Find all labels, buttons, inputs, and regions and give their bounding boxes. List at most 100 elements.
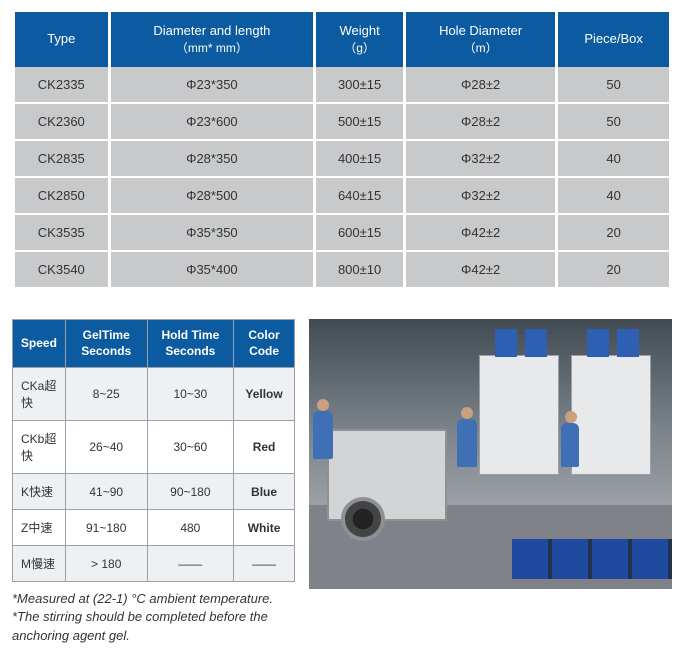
hopper-4-icon [617,329,639,357]
product-boxes-icon [512,539,672,579]
cell-hold: —— [147,546,234,582]
cell-hole: Φ42±2 [406,215,555,252]
cell-speed: K快速 [13,474,66,510]
table-row: M慢速> 180———— [13,546,295,582]
cell-type: CK3535 [15,215,108,252]
cell-pcs: 20 [558,215,669,252]
cell-weight: 600±15 [316,215,403,252]
packing-machine-2-icon [571,355,651,475]
cell-code: Yellow [234,368,295,421]
cell-hole: Φ28±2 [406,67,555,104]
table-row: CK3535Φ35*350600±15Φ42±220 [15,215,669,252]
cell-type: CK2335 [15,67,108,104]
cell-speed: Z中速 [13,510,66,546]
col-type: Type [15,12,108,67]
speed-header-row: Speed GelTime Seconds Hold Time Seconds … [13,319,295,367]
cell-type: CK2835 [15,141,108,178]
cell-gel: 91~180 [65,510,147,546]
cell-weight: 500±15 [316,104,403,141]
bottom-section: Speed GelTime Seconds Hold Time Seconds … [12,319,672,645]
col-label: Weight [339,23,379,38]
col-speed: Speed [13,319,66,367]
cell-pcs: 50 [558,67,669,104]
cell-pcs: 50 [558,104,669,141]
cell-dim: Φ28*350 [111,141,314,178]
cell-hole: Φ28±2 [406,104,555,141]
cell-dim: Φ23*350 [111,67,314,104]
table-row: CK2335Φ23*350300±15Φ28±250 [15,67,669,104]
factory-photo [309,319,672,589]
table-row: CK3540Φ35*400800±10Φ42±220 [15,252,669,289]
col-label: Hole Diameter [439,23,522,38]
cell-gel: 26~40 [65,421,147,474]
cell-pcs: 20 [558,252,669,289]
col-label: Type [47,31,75,46]
worker-1-icon [313,411,333,459]
cell-dim: Φ28*500 [111,178,314,215]
cell-hole: Φ42±2 [406,252,555,289]
table-row: CKb超快26~4030~60Red [13,421,295,474]
cell-type: CK2850 [15,178,108,215]
worker-2-icon [457,419,477,467]
spec-body: CK2335Φ23*350300±15Φ28±250CK2360Φ23*6005… [15,67,669,289]
speed-body: CKa超快8~2510~30YellowCKb超快26~4030~60RedK快… [13,368,295,582]
footnotes: *Measured at (22-1) °C ambient temperatu… [12,590,295,645]
cell-hold: 10~30 [147,368,234,421]
speed-table: Speed GelTime Seconds Hold Time Seconds … [12,319,295,582]
table-row: Z中速91~180480White [13,510,295,546]
left-column: Speed GelTime Seconds Hold Time Seconds … [12,319,295,645]
col-weight: Weight （g） [316,12,403,67]
worker-3-icon [561,423,579,467]
col-sub: （m） [412,40,549,57]
footnote-2: *The stirring should be completed before… [12,608,295,644]
cell-gel: > 180 [65,546,147,582]
col-geltime: GelTime Seconds [65,319,147,367]
cell-type: CK3540 [15,252,108,289]
cell-hold: 480 [147,510,234,546]
cell-dim: Φ35*350 [111,215,314,252]
col-label: Diameter and length [153,23,270,38]
col-dimension: Diameter and length （mm* mm） [111,12,314,67]
cell-code: Blue [234,474,295,510]
cell-dim: Φ23*600 [111,104,314,141]
col-sub: （g） [322,40,397,57]
cell-weight: 300±15 [316,67,403,104]
cell-hole: Φ32±2 [406,178,555,215]
col-piecebox: Piece/Box [558,12,669,67]
cell-type: CK2360 [15,104,108,141]
col-colorcode: Color Code [234,319,295,367]
hopper-1-icon [495,329,517,357]
cell-weight: 400±15 [316,141,403,178]
spec-header-row: Type Diameter and length （mm* mm） Weight… [15,12,669,67]
cell-code: Red [234,421,295,474]
spec-table: Type Diameter and length （mm* mm） Weight… [12,12,672,289]
table-row: K快速41~9090~180Blue [13,474,295,510]
cell-gel: 41~90 [65,474,147,510]
cell-speed: CKa超快 [13,368,66,421]
hopper-3-icon [587,329,609,357]
cell-hold: 30~60 [147,421,234,474]
col-label: Piece/Box [584,31,643,46]
table-row: CK2360Φ23*600500±15Φ28±250 [15,104,669,141]
table-row: CK2850Φ28*500640±15Φ32±240 [15,178,669,215]
cell-pcs: 40 [558,141,669,178]
cell-pcs: 40 [558,178,669,215]
col-holdtime: Hold Time Seconds [147,319,234,367]
cell-hole: Φ32±2 [406,141,555,178]
cell-speed: CKb超快 [13,421,66,474]
col-sub: （mm* mm） [117,40,308,57]
cell-code: —— [234,546,295,582]
cell-dim: Φ35*400 [111,252,314,289]
cell-hold: 90~180 [147,474,234,510]
cell-code: White [234,510,295,546]
col-hole: Hole Diameter （m） [406,12,555,67]
cell-weight: 640±15 [316,178,403,215]
cell-gel: 8~25 [65,368,147,421]
table-row: CKa超快8~2510~30Yellow [13,368,295,421]
table-row: CK2835Φ28*350400±15Φ32±240 [15,141,669,178]
strap-spool-icon [341,497,385,541]
cell-weight: 800±10 [316,252,403,289]
packing-machine-1-icon [479,355,559,475]
cell-speed: M慢速 [13,546,66,582]
hopper-2-icon [525,329,547,357]
